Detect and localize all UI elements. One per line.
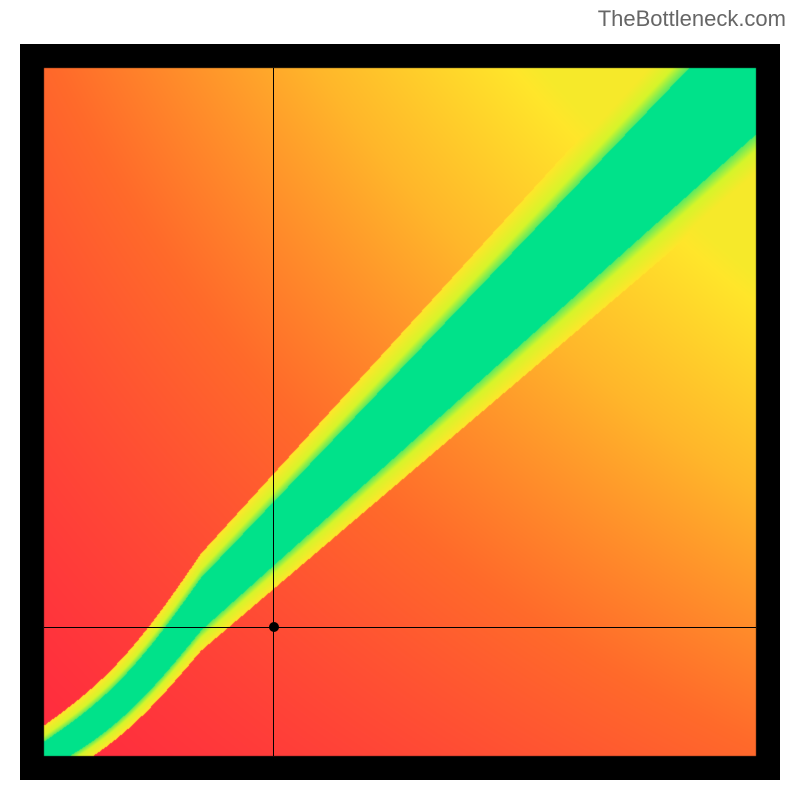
- heatmap-canvas: [20, 44, 780, 780]
- crosshair-marker-dot: [269, 622, 279, 632]
- watermark-text: TheBottleneck.com: [598, 6, 786, 32]
- crosshair-vertical: [273, 68, 274, 756]
- chart-container: TheBottleneck.com: [0, 0, 800, 800]
- crosshair-horizontal: [44, 627, 756, 628]
- heatmap-plot: [20, 44, 780, 780]
